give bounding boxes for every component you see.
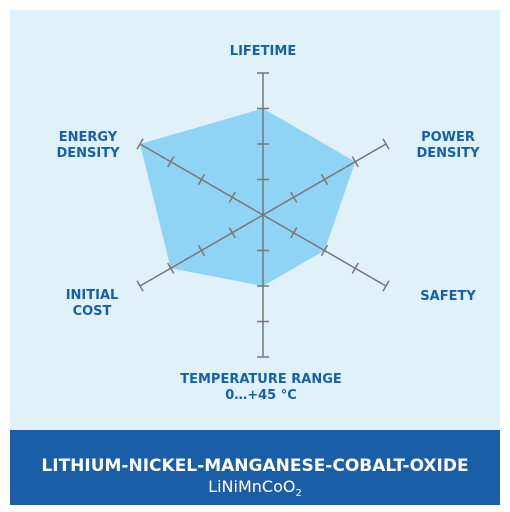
tick-mark [136,138,144,150]
axis-label: INITIAL COST [65,288,119,319]
formula: LiNiMnCoO2 [10,477,500,499]
tick-mark [351,262,359,274]
data-area [140,108,356,286]
axis-label: SAFETY [420,289,476,304]
tick-mark [197,173,206,186]
tick-mark [228,227,236,239]
axis-label: TEMPERATURE RANGE 0…+45 °C [180,372,342,403]
footer-title: LITHIUM-NICKEL-MANGANESE-COBALT-OXIDE [41,456,469,476]
tick-mark [136,280,144,292]
axis-label: ENERGY DENSITY [56,130,120,161]
tick-mark [290,227,298,239]
footer: LITHIUM-NICKEL-MANGANESE-COBALT-OXIDE Li… [10,430,500,505]
formula-subscript: 2 [295,488,302,500]
tick-mark [320,173,329,186]
tick-mark [167,156,175,168]
tick-mark [320,244,329,257]
axis-label: LIFETIME [229,44,297,59]
axis-label: POWER DENSITY [416,130,480,161]
tick-mark [167,262,175,274]
tick-mark [290,191,298,203]
tick-mark [351,156,359,168]
formula-text: LiNiMnCoO [208,477,296,496]
tick-mark [197,244,206,257]
tick-mark [382,138,390,150]
tick-mark [382,280,390,292]
tick-mark [228,191,236,203]
